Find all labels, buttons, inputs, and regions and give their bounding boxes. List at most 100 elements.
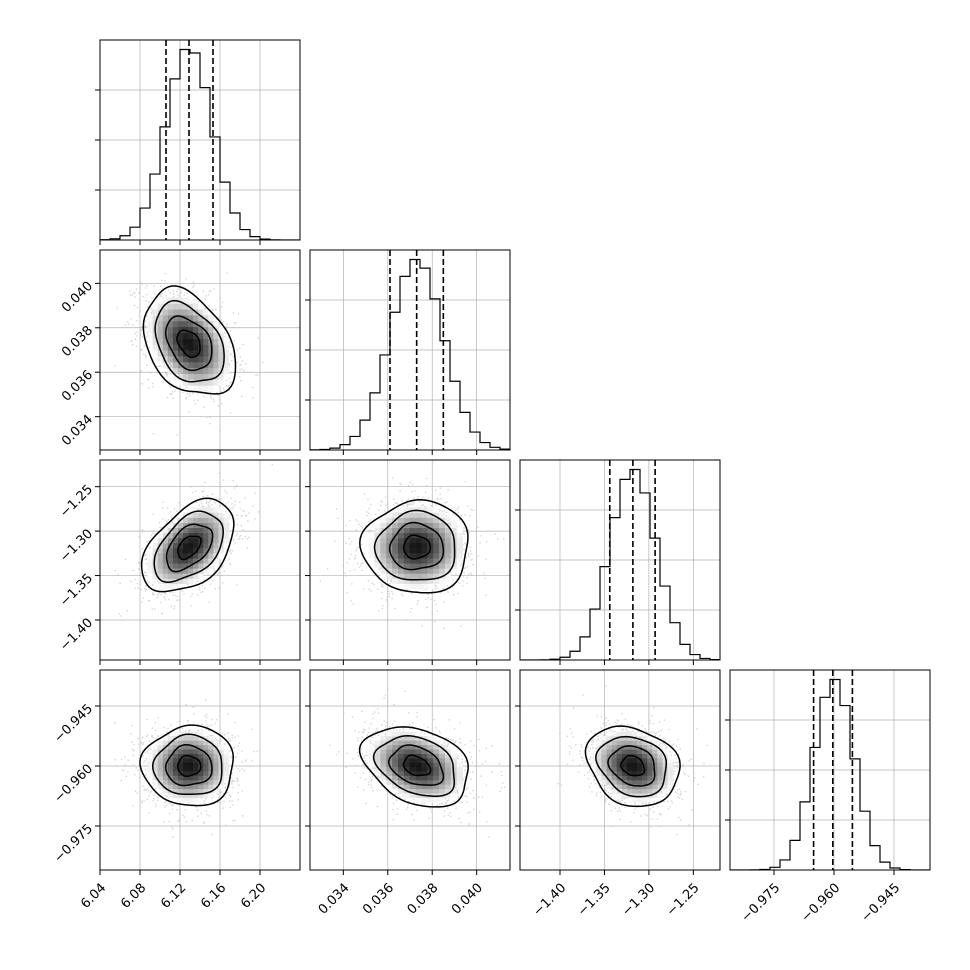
density-cell	[198, 356, 204, 363]
density-cell	[188, 766, 194, 772]
density-cell	[157, 573, 164, 579]
density-cell	[188, 736, 194, 741]
density-cell	[198, 797, 204, 803]
density-cell	[193, 558, 199, 564]
density-cell	[403, 740, 411, 746]
density-cell	[162, 749, 169, 754]
density-cell	[193, 758, 199, 763]
density-cell	[368, 558, 375, 564]
density-cell	[626, 788, 633, 794]
density-cell	[433, 771, 440, 776]
density-cell	[172, 788, 179, 794]
density-cell	[193, 373, 199, 380]
density-cell	[631, 758, 638, 763]
density-cell	[380, 522, 387, 528]
density-cell	[444, 573, 452, 579]
density-cell	[177, 320, 184, 328]
x-tick-label: −0.975	[739, 881, 784, 926]
density-cell	[167, 744, 174, 750]
density-cell	[203, 558, 209, 564]
density-cell	[223, 771, 229, 776]
density-cell	[433, 568, 440, 574]
density-cell	[162, 788, 169, 794]
contour-0.5	[176, 535, 202, 561]
density-cell	[409, 780, 416, 785]
density-cell	[203, 315, 209, 322]
density-cell	[218, 350, 224, 357]
density-cell	[193, 507, 199, 513]
density-cell	[380, 749, 387, 754]
density-cell	[172, 740, 179, 746]
density-cell	[456, 775, 463, 781]
density-cell	[616, 731, 623, 737]
density-cell	[611, 744, 618, 750]
density-cell	[193, 736, 199, 741]
density-cell	[188, 297, 194, 304]
density-cell	[415, 537, 422, 544]
density-cell	[421, 527, 428, 534]
density-cell	[642, 797, 648, 803]
panel-3-1: 0.034 0.036 0.038 0.040	[305, 669, 511, 918]
density-cell	[667, 771, 673, 776]
density-cell	[415, 512, 422, 518]
density-cell	[427, 744, 434, 750]
density-cell	[172, 753, 179, 759]
density-cell	[421, 740, 428, 746]
density-cell	[152, 762, 159, 768]
density-cell	[208, 753, 214, 759]
density-cell	[188, 344, 194, 351]
corner-panels: 0.0340.0360.0380.040−1.40−1.35−1.30−1.25…	[51, 39, 931, 926]
density-cell	[380, 532, 387, 539]
density-cell	[152, 350, 159, 357]
contour-1.5	[154, 299, 225, 383]
density-cell	[198, 309, 204, 316]
density-cell	[167, 332, 174, 339]
density-cell	[667, 784, 673, 790]
density-cell	[172, 320, 179, 328]
density-cell	[380, 758, 387, 763]
density-cell	[380, 775, 387, 781]
density-cell	[611, 731, 618, 737]
density-cell	[193, 344, 199, 351]
density-cell	[213, 766, 219, 772]
density-cell	[450, 568, 457, 574]
density-cell	[415, 553, 422, 559]
density-cell	[606, 753, 612, 759]
density-cell	[188, 780, 194, 785]
density-cell	[374, 758, 381, 763]
density-cell	[152, 563, 159, 569]
density-cell	[611, 749, 618, 754]
density-cell	[213, 740, 219, 746]
density-cell	[172, 332, 179, 339]
density-cell	[188, 749, 194, 754]
density-cell	[374, 749, 381, 754]
density-cell	[177, 356, 184, 363]
density-cell	[157, 753, 164, 759]
density-cell	[193, 367, 199, 375]
density-cell	[433, 542, 440, 549]
density-cell	[162, 758, 169, 763]
density-cell	[606, 758, 612, 763]
density-cell	[616, 736, 623, 741]
density-cell	[208, 780, 214, 785]
density-cell	[433, 578, 440, 584]
density-cell	[147, 332, 153, 339]
density-cell	[193, 749, 199, 754]
density-cell	[392, 512, 399, 518]
density-cell	[213, 749, 219, 754]
density-cell	[162, 775, 169, 781]
density-cell	[421, 573, 428, 579]
density-cell	[188, 797, 194, 803]
density-cell	[147, 553, 153, 559]
density-cell	[444, 788, 452, 794]
density-cell	[606, 744, 612, 750]
density-cell	[637, 744, 643, 750]
density-cell	[398, 784, 405, 790]
density-cell	[380, 568, 387, 574]
density-cell	[626, 762, 633, 768]
density-cell	[167, 583, 174, 590]
density-cell	[380, 573, 387, 579]
density-cell	[162, 780, 169, 785]
density-cell	[392, 568, 399, 574]
density-cell	[183, 749, 189, 754]
